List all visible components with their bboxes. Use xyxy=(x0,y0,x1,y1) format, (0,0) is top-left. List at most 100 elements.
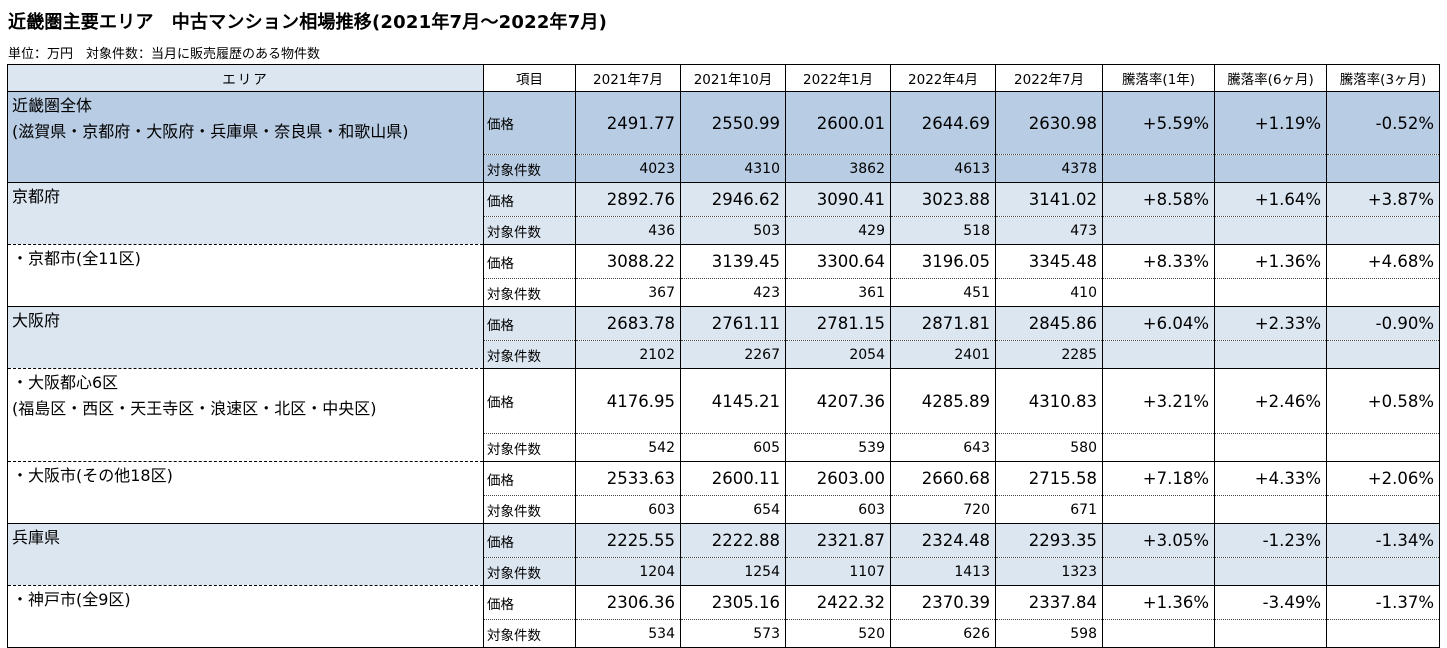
rate-cell: +3.21% xyxy=(1102,368,1215,434)
price-cell: 3139.45 xyxy=(680,244,786,279)
count-cell: 2401 xyxy=(890,340,996,369)
rate-cell: +1.36% xyxy=(1214,244,1327,279)
empty-cell xyxy=(1214,216,1327,245)
rate-cell: +8.58% xyxy=(1102,182,1215,217)
count-cell: 361 xyxy=(785,278,891,307)
header-row: エリア 項目 2021年7月 2021年10月 2022年1月 2022年4月 … xyxy=(7,64,1440,92)
header-2021-10: 2021年10月 xyxy=(680,64,786,92)
price-row: ・京都市(全11区) 価格 3088.22 3139.45 3300.64 3196.05… xyxy=(7,244,1440,307)
price-cell: 2781.15 xyxy=(785,306,891,341)
rate-cell: +6.04% xyxy=(1102,306,1215,341)
header-rate-1y: 騰落率(1年) xyxy=(1102,64,1215,92)
rate-cell: +8.33% xyxy=(1102,244,1215,279)
rate-cell: +5.59% xyxy=(1102,91,1215,155)
price-cell: 2321.87 xyxy=(785,523,891,558)
empty-cell xyxy=(1102,619,1215,648)
rate-cell: +4.68% xyxy=(1326,244,1440,279)
area-name-line: (福島区・西区・天王寺区・浪速区・北区・中央区) xyxy=(12,399,377,418)
count-row: 対象件数 603 654 603 720 671 xyxy=(8,495,1440,524)
empty-cell xyxy=(1214,619,1327,648)
rate-cell: +1.36% xyxy=(1102,585,1215,620)
item-count-label: 対象件数 xyxy=(483,216,576,245)
price-cell: 2892.76 xyxy=(575,182,681,217)
item-count-label: 対象件数 xyxy=(483,619,576,648)
rate-cell: +7.18% xyxy=(1102,461,1215,496)
price-cell: 2370.39 xyxy=(890,585,996,620)
rate-cell: +1.64% xyxy=(1214,182,1327,217)
count-cell: 603 xyxy=(575,495,681,524)
price-cell: 2644.69 xyxy=(890,91,996,155)
count-cell: 542 xyxy=(575,433,681,462)
area-name-line: (滋賀県・京都府・大阪府・兵庫県・奈良県・和歌山県) xyxy=(12,122,409,141)
count-row: 対象件数 542 605 539 643 580 xyxy=(8,433,1440,462)
item-price-label: 価格 xyxy=(483,368,576,434)
header-rate-6m: 騰落率(6ヶ月) xyxy=(1214,64,1327,92)
header-2022-04: 2022年4月 xyxy=(890,64,996,92)
price-cell: 2222.88 xyxy=(680,523,786,558)
count-cell: 1204 xyxy=(575,557,681,586)
price-cell: 2337.84 xyxy=(995,585,1103,620)
rate-cell: +2.33% xyxy=(1214,306,1327,341)
area-name: 近畿圏全体 (滋賀県・京都府・大阪府・兵庫県・奈良県・和歌山県) xyxy=(7,91,484,183)
price-cell: 2946.62 xyxy=(680,182,786,217)
count-cell: 534 xyxy=(575,619,681,648)
header-2022-01: 2022年1月 xyxy=(785,64,891,92)
area-name-line: ・大阪都心6区 xyxy=(12,373,119,392)
area-name: ・神戸市(全9区) xyxy=(7,585,484,648)
rate-cell: +3.05% xyxy=(1102,523,1215,558)
count-cell: 3862 xyxy=(785,154,891,183)
count-cell: 367 xyxy=(575,278,681,307)
price-row: ・神戸市(全9区) 価格 2306.36 2305.16 2422.32 2370.39 2… xyxy=(7,585,1440,648)
rate-cell: -0.90% xyxy=(1326,306,1440,341)
area-name: ・大阪市(その他18区) xyxy=(7,461,484,524)
price-cell: 2533.63 xyxy=(575,461,681,496)
header-2022-07: 2022年7月 xyxy=(995,64,1103,92)
price-cell: 4207.36 xyxy=(785,368,891,434)
page-title: 近畿圏主要エリア 中古マンション相場推移(2021年7月～2022年7月) xyxy=(8,12,608,33)
header-area: エリア xyxy=(7,64,484,92)
item-price-label: 価格 xyxy=(483,182,576,217)
price-cell: 2225.55 xyxy=(575,523,681,558)
rate-cell: +0.58% xyxy=(1326,368,1440,434)
count-cell: 518 xyxy=(890,216,996,245)
empty-cell xyxy=(1214,278,1327,307)
empty-cell xyxy=(1102,495,1215,524)
empty-cell xyxy=(1102,278,1215,307)
price-cell: 3023.88 xyxy=(890,182,996,217)
price-cell: 2491.77 xyxy=(575,91,681,155)
count-cell: 2285 xyxy=(995,340,1103,369)
area-name-line: 京都府 xyxy=(12,187,61,206)
price-row: 兵庫県 価格 2225.55 2222.88 2321.87 2324.48 2293.35… xyxy=(7,523,1440,586)
empty-cell xyxy=(1326,216,1440,245)
area-name: 大阪府 xyxy=(7,306,484,369)
price-cell: 3141.02 xyxy=(995,182,1103,217)
count-cell: 4613 xyxy=(890,154,996,183)
rate-cell: +4.33% xyxy=(1214,461,1327,496)
count-cell: 573 xyxy=(680,619,786,648)
count-row: 対象件数 2102 2267 2054 2401 2285 xyxy=(8,340,1440,369)
count-cell: 410 xyxy=(995,278,1103,307)
count-cell: 2267 xyxy=(680,340,786,369)
count-cell: 4023 xyxy=(575,154,681,183)
price-cell: 2761.11 xyxy=(680,306,786,341)
empty-cell xyxy=(1102,557,1215,586)
count-cell: 451 xyxy=(890,278,996,307)
count-cell: 503 xyxy=(680,216,786,245)
page-subtitle: 単位：万円 対象件数：当月に販売履歴のある物件数 xyxy=(8,47,321,62)
header-item: 項目 xyxy=(483,64,576,92)
price-cell: 4310.83 xyxy=(995,368,1103,434)
count-cell: 603 xyxy=(785,495,891,524)
price-cell: 3300.64 xyxy=(785,244,891,279)
price-cell: 2293.35 xyxy=(995,523,1103,558)
item-price-label: 価格 xyxy=(483,306,576,341)
price-cell: 2324.48 xyxy=(890,523,996,558)
count-cell: 2054 xyxy=(785,340,891,369)
empty-cell xyxy=(1326,557,1440,586)
empty-cell xyxy=(1214,154,1327,183)
price-cell: 2422.32 xyxy=(785,585,891,620)
price-cell: 2683.78 xyxy=(575,306,681,341)
item-price-label: 価格 xyxy=(483,523,576,558)
count-row: 対象件数 4023 4310 3862 4613 4378 xyxy=(8,154,1440,183)
empty-cell xyxy=(1214,495,1327,524)
price-cell: 2871.81 xyxy=(890,306,996,341)
